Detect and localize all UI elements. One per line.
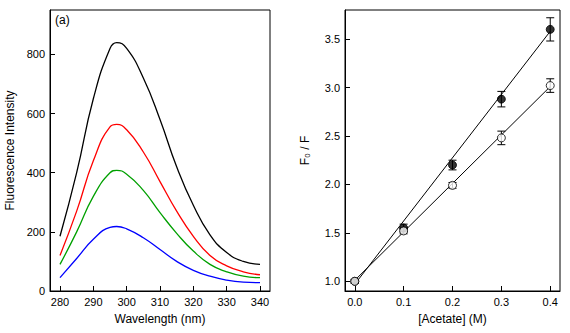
svg-text:0.0: 0.0: [347, 296, 362, 308]
svg-text:0.1: 0.1: [396, 296, 411, 308]
svg-text:2.0: 2.0: [325, 178, 340, 190]
svg-text:1.0: 1.0: [325, 275, 340, 287]
svg-text:300: 300: [117, 296, 135, 308]
svg-text:200: 200: [27, 226, 45, 238]
svg-text:290: 290: [84, 296, 102, 308]
svg-text:3.5: 3.5: [325, 33, 340, 45]
svg-text:F₀ / F: F₀ / F: [298, 136, 312, 166]
svg-text:310: 310: [151, 296, 169, 308]
svg-text:320: 320: [184, 296, 202, 308]
svg-text:[Acetate] (M): [Acetate] (M): [418, 312, 487, 326]
svg-text:0.3: 0.3: [494, 296, 509, 308]
svg-text:Wavelength (nm): Wavelength (nm): [115, 312, 206, 326]
svg-text:(a): (a): [55, 13, 70, 27]
svg-text:0: 0: [39, 285, 45, 297]
svg-text:800: 800: [27, 48, 45, 60]
svg-text:280: 280: [51, 296, 69, 308]
svg-text:Fluorescence Intensity: Fluorescence Intensity: [3, 90, 17, 210]
svg-text:0.4: 0.4: [543, 296, 558, 308]
svg-text:600: 600: [27, 108, 45, 120]
svg-text:0.2: 0.2: [445, 296, 460, 308]
svg-text:340: 340: [251, 296, 269, 308]
svg-text:330: 330: [217, 296, 235, 308]
svg-text:400: 400: [27, 167, 45, 179]
svg-text:3.0: 3.0: [325, 82, 340, 94]
svg-text:2.5: 2.5: [325, 130, 340, 142]
svg-text:1.5: 1.5: [325, 227, 340, 239]
